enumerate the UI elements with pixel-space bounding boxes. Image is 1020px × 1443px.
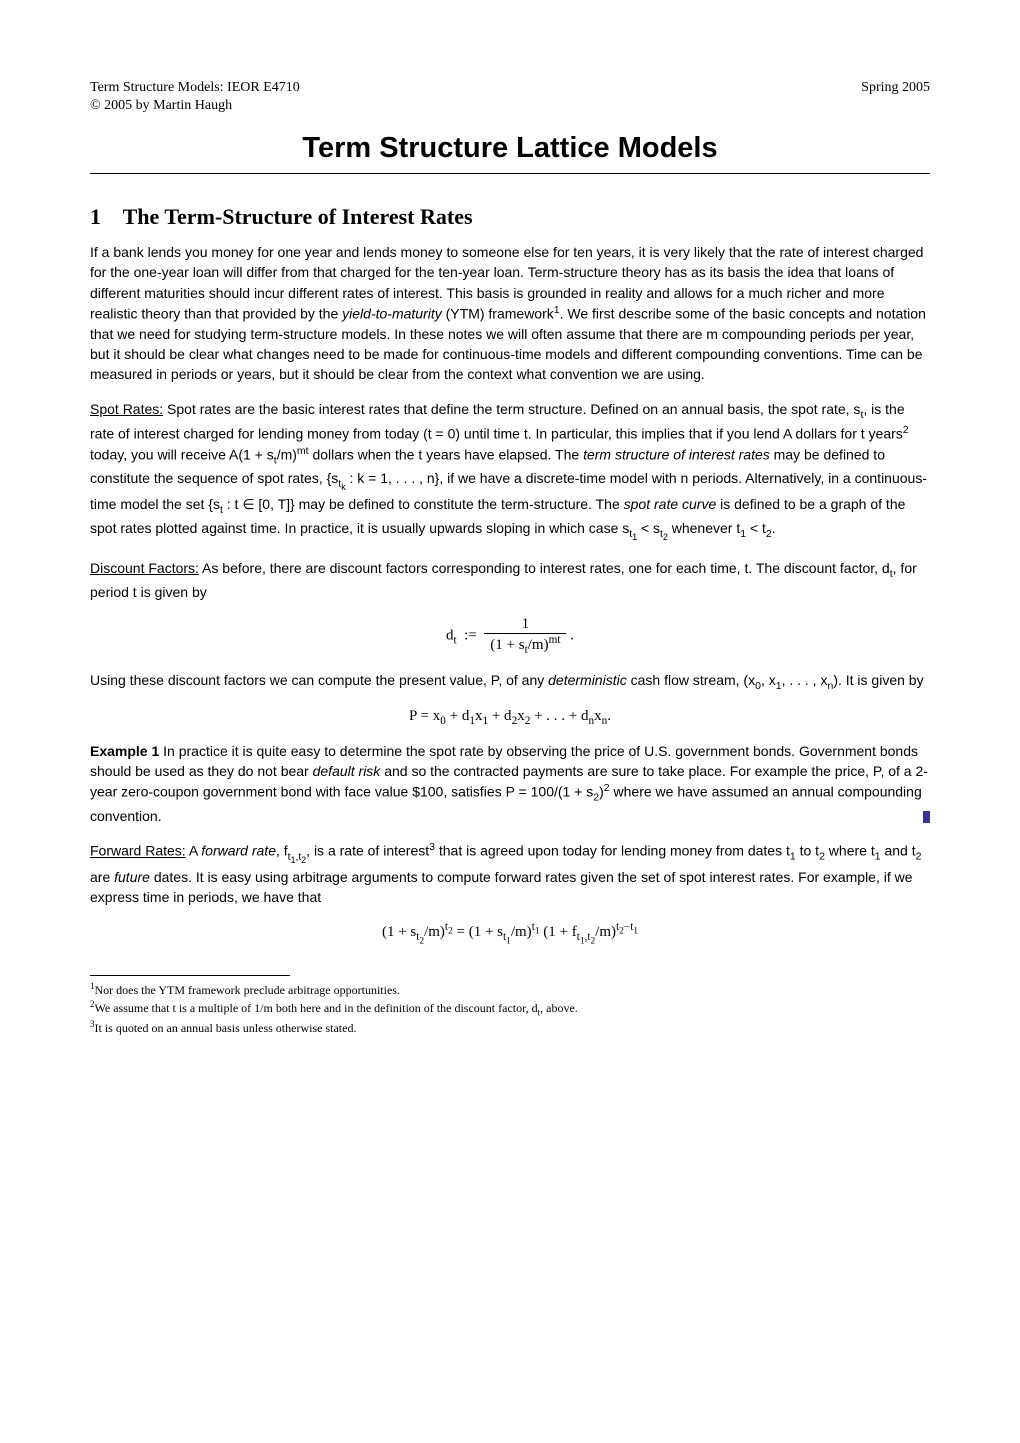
equation-forward-rate: (1 + st2/m)t2 = (1 + st1/m)t1 (1 + ft1,t…	[90, 921, 930, 946]
spot-text-1: Spot rates are the basic interest rates …	[163, 401, 860, 417]
fn1-text: Nor does the YTM framework preclude arbi…	[95, 983, 400, 997]
fwd-text-1d: that is agreed upon today for lending mo…	[435, 843, 790, 859]
eq1-numerator: 1	[484, 616, 566, 634]
spot-text-1d: /m)	[277, 446, 297, 462]
header-row: Term Structure Models: IEOR E4710 Spring…	[90, 80, 930, 96]
eq2-a: P = x	[409, 708, 440, 724]
intro-text-2: (YTM) framework	[442, 306, 554, 322]
eq3-d: /m)	[511, 924, 532, 940]
spot-text-3d: .	[772, 520, 776, 536]
term-structure-term: term structure of interest rates	[583, 446, 770, 462]
fwd-text-1: A	[186, 843, 202, 859]
eq2-h: .	[607, 708, 611, 724]
section-heading: 1 The Term-Structure of Interest Rates	[90, 204, 930, 230]
eq1-den-sup: mt	[549, 634, 561, 646]
fn2-text-b: , above.	[540, 1001, 578, 1015]
copyright: © 2005 by Martin Haugh	[90, 98, 930, 114]
eq1-fraction: 1 (1 + st/m)mt	[484, 616, 566, 656]
spot-rate-curve-term: spot rate curve	[624, 496, 717, 512]
sub-tk: tk	[338, 478, 345, 490]
title-rule	[90, 173, 930, 174]
disc-text-2c: , x	[761, 672, 776, 688]
eq3-sub-t2: t2	[416, 931, 424, 943]
equation-present-value: P = x0 + d1x1 + d2x2 + . . . + dnxn.	[90, 708, 930, 727]
fwd-sub-2b: 2	[916, 851, 922, 863]
course-code: Term Structure Models: IEOR E4710	[90, 80, 300, 96]
eq2-d: + d	[488, 708, 511, 724]
eq3-sub-t1: t1	[503, 931, 511, 943]
eq3-sup-t2: t2	[445, 921, 453, 933]
eq2-g: x	[594, 708, 602, 724]
eq1-denominator: (1 + st/m)mt	[484, 634, 566, 656]
intro-paragraph: If a bank lends you money for one year a…	[90, 242, 930, 385]
sub-t1a: t1	[629, 528, 637, 540]
footnote-2: 2We assume that t is a multiple of 1/m b…	[90, 998, 930, 1019]
spot-text-1c: today, you will receive A(1 + s	[90, 446, 274, 462]
fwd-text-1b: , f	[276, 843, 288, 859]
fwd-text-1h: are	[90, 869, 114, 885]
spot-text-1e: dollars when the t years have elapsed. T…	[309, 446, 583, 462]
fn3-text: It is quoted on an annual basis unless o…	[95, 1021, 357, 1035]
eq1-sub-t: t	[454, 634, 457, 646]
equation-discount-factor: dt := 1 (1 + st/m)mt .	[90, 616, 930, 656]
forward-rates-paragraph: Forward Rates: A forward rate, ft1,t2, i…	[90, 840, 930, 907]
eq3-b: /m)	[424, 924, 445, 940]
present-value-paragraph: Using these discount factors we can comp…	[90, 670, 930, 694]
eq2-f: + . . . + d	[530, 708, 588, 724]
eq1-den-b: /m)	[528, 637, 549, 653]
example-1-paragraph: Example 1 In practice it is quite easy t…	[90, 741, 930, 827]
footnote-3: 3It is quoted on an annual basis unless …	[90, 1018, 930, 1036]
page-title: Term Structure Lattice Models	[90, 132, 930, 165]
eq1-lhs: d	[446, 627, 454, 643]
disc-text-2: Using these discount factors we can comp…	[90, 672, 548, 688]
future-term: future	[114, 869, 150, 885]
fn2-text-a: We assume that t is a multiple of 1/m bo…	[95, 1001, 538, 1015]
eq3-sub-f: t1,t2	[577, 931, 595, 943]
spot-text-3c: < t	[746, 520, 766, 536]
sub-t2a: t2	[660, 528, 668, 540]
default-risk-term: default risk	[313, 763, 381, 779]
section-title: The Term-Structure of Interest Rates	[123, 204, 473, 229]
discount-factors-label: Discount Factors:	[90, 560, 199, 576]
spot-rates-paragraph: Spot Rates: Spot rates are the basic int…	[90, 399, 930, 544]
discount-factors-paragraph: Discount Factors: As before, there are d…	[90, 558, 930, 602]
term-label: Spring 2005	[861, 80, 930, 96]
spot-text-2c: : t ∈ [0, T]} may be defined to constitu…	[223, 496, 624, 512]
forward-rate-term: forward rate	[201, 843, 276, 859]
fwd-sub-t1t2: t1,t2	[288, 851, 307, 863]
eq3-f: /m)	[595, 924, 616, 940]
disc-text-2d: , . . . , x	[782, 672, 828, 688]
disc-text-1: As before, there are discount factors co…	[199, 560, 890, 576]
eq3-sup-t1: t1	[532, 921, 540, 933]
deterministic-term: deterministic	[548, 672, 627, 688]
sup-mt: mt	[297, 445, 309, 457]
eq3-c: = (1 + s	[453, 924, 503, 940]
eq3-sup-diff: t2−t1	[616, 921, 638, 933]
fwd-text-1c: , is a rate of interest	[306, 843, 429, 859]
eq3-e: (1 + f	[540, 924, 577, 940]
page: Term Structure Models: IEOR E4710 Spring…	[0, 0, 1020, 1443]
fwd-text-1f: where t	[825, 843, 875, 859]
footnote-ref-2: 2	[903, 424, 909, 436]
footnote-1: 1Nor does the YTM framework preclude arb…	[90, 980, 930, 998]
ytm-term: yield-to-maturity	[342, 306, 442, 322]
example-1-label: Example 1	[90, 743, 159, 759]
spot-text-3b: whenever t	[668, 520, 740, 536]
fwd-text-1i: dates. It is easy using arbitrage argume…	[90, 869, 913, 905]
fwd-text-1g: and t	[881, 843, 916, 859]
fwd-text-1e: to t	[796, 843, 819, 859]
disc-text-2b: cash flow stream, (x	[627, 672, 755, 688]
footnote-rule	[90, 975, 290, 976]
spot-rates-label: Spot Rates:	[90, 401, 163, 417]
forward-rates-label: Forward Rates:	[90, 843, 186, 859]
disc-text-2e: ). It is given by	[833, 672, 923, 688]
eq1-den-a: (1 + s	[490, 637, 524, 653]
eq3-a: (1 + s	[382, 924, 416, 940]
eq2-b: + d	[446, 708, 469, 724]
example-end-marker	[923, 811, 930, 823]
eq2-e: x	[517, 708, 525, 724]
section-number: 1	[90, 204, 101, 229]
